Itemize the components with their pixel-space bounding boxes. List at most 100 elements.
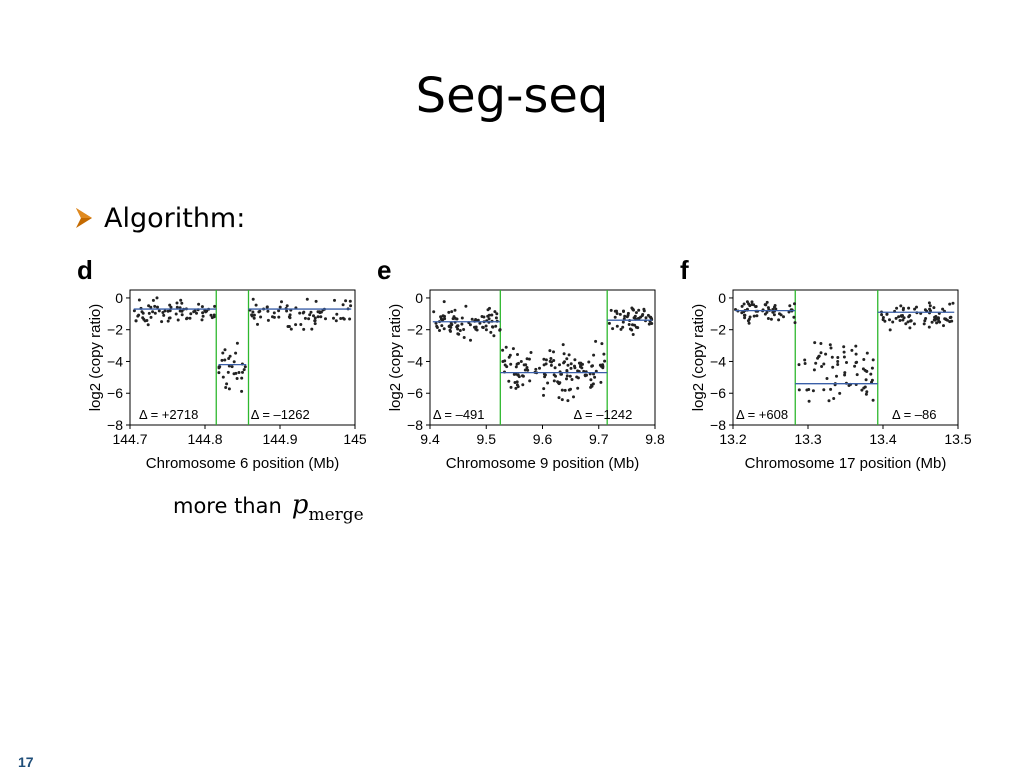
data-point [637,316,641,320]
data-point [754,305,758,308]
data-point [619,327,623,331]
data-point [266,309,270,313]
y-tick-label: 0 [718,290,726,306]
data-point [621,325,625,329]
data-point [618,312,622,316]
data-point [570,378,574,381]
data-point [827,399,831,403]
data-point [812,368,816,372]
data-point [523,368,527,372]
data-point [797,363,801,367]
data-point [599,364,603,368]
data-point [310,327,314,331]
data-point [766,306,770,310]
data-point [552,359,556,362]
x-tick-label: 9.7 [589,431,609,447]
data-point [552,373,556,377]
data-point [137,298,141,302]
data-point [880,313,884,317]
data-point [492,334,496,338]
figure-panel-d: d 0 −2 −4 −6 −8 144.7 144.8 144.9 145 Chromosome 6… [75,255,375,485]
data-point [303,316,307,320]
data-point [489,330,493,334]
y-axis-label: log2 (copy ratio) [690,304,707,412]
data-point [933,315,937,319]
data-point [615,312,619,315]
data-point [590,384,594,388]
data-point [432,310,436,314]
data-point [769,317,773,321]
data-point [592,372,595,376]
data-point [522,363,526,367]
data-point [855,373,859,377]
data-point [149,315,153,319]
data-point [240,389,244,393]
y-tick-label: −8 [710,417,726,433]
data-point [850,348,854,352]
data-point [223,348,227,352]
data-point [277,309,281,313]
data-point [313,316,317,320]
data-point [870,366,874,370]
data-point [503,363,507,367]
data-point [863,368,867,372]
data-point [168,303,172,307]
data-point [637,308,641,312]
data-point [573,364,576,368]
x-tick-label: 9.4 [420,431,440,447]
delta-label: Δ = +608 [736,407,788,422]
data-point [528,379,532,383]
arrow-bullet-icon [76,208,92,228]
data-point [568,374,572,378]
data-point [871,358,875,362]
data-point [565,377,568,381]
data-point [902,316,906,320]
y-tick-label: −2 [107,322,123,338]
plot-frame [732,289,959,426]
data-point [742,313,746,317]
data-point [455,324,459,328]
data-point [908,314,912,317]
data-point [251,297,255,301]
data-point [585,373,588,377]
x-tick-label: 144.9 [262,431,297,447]
data-point [562,361,566,365]
data-point [324,317,327,321]
data-point [793,302,796,306]
data-point [560,398,564,402]
data-point [221,351,225,355]
data-point [819,351,823,355]
data-point [746,319,750,323]
data-point [298,311,302,315]
data-point [302,327,306,331]
data-point [829,346,833,350]
data-point [491,325,495,329]
data-point [898,319,902,322]
data-point [816,356,820,360]
data-point [951,301,955,305]
data-point [495,312,499,316]
data-point [948,302,952,306]
data-point [922,322,926,326]
data-point [888,328,892,332]
data-point [448,328,452,332]
data-point [860,388,864,392]
data-point [460,316,464,320]
data-point [185,317,188,321]
data-point [205,309,209,313]
data-point [484,324,488,328]
data-point [634,311,638,315]
pmerge-symbol: pmerge [292,490,364,525]
pmerge-p: p [291,490,309,520]
data-point [569,366,573,370]
data-point [740,311,744,315]
data-point [792,315,796,319]
data-point [213,304,217,308]
data-point [252,316,256,320]
data-point [927,301,931,305]
data-point [923,319,927,323]
data-point [591,364,594,368]
data-point [234,371,238,375]
data-point [178,309,182,313]
data-point [575,375,579,379]
